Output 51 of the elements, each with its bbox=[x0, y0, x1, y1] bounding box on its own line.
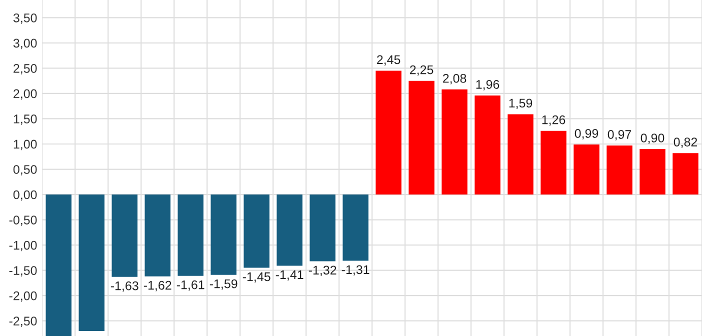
data-label: -1,31 bbox=[342, 265, 370, 276]
y-tick-label: 0,50 bbox=[13, 165, 37, 176]
bar bbox=[342, 194, 368, 261]
bar bbox=[376, 70, 402, 195]
data-label: -1,41 bbox=[276, 270, 304, 281]
data-label: -1,63 bbox=[110, 281, 138, 292]
bar bbox=[46, 194, 72, 336]
bar bbox=[672, 153, 698, 195]
data-label: -1,45 bbox=[242, 272, 270, 283]
data-label: 0,82 bbox=[674, 138, 698, 148]
y-tick-label: -0,50 bbox=[9, 216, 37, 226]
data-label: 0,90 bbox=[640, 134, 664, 144]
bar bbox=[78, 194, 104, 331]
bar bbox=[508, 114, 534, 195]
bar bbox=[310, 194, 336, 262]
bar bbox=[276, 194, 302, 266]
bar bbox=[408, 80, 434, 195]
y-tick-label: 3,50 bbox=[13, 13, 37, 24]
data-label: 2,45 bbox=[377, 55, 400, 66]
bar bbox=[540, 130, 566, 195]
y-tick-label: 2,00 bbox=[14, 89, 37, 100]
y-tick-label: 1,50 bbox=[14, 114, 37, 125]
y-tick-label: -1,00 bbox=[9, 240, 37, 252]
bar bbox=[178, 194, 204, 276]
bar bbox=[210, 194, 236, 275]
data-label: 1,59 bbox=[509, 98, 532, 110]
bar bbox=[474, 95, 500, 195]
y-tick-label: 2,50 bbox=[14, 64, 37, 74]
y-tick-label: -1,50 bbox=[9, 266, 37, 276]
bar bbox=[640, 149, 666, 195]
data-label: 2,08 bbox=[443, 74, 466, 84]
y-tick-label: 3,00 bbox=[13, 38, 37, 50]
bar bbox=[606, 146, 632, 195]
bar bbox=[574, 144, 600, 195]
data-label: 1,96 bbox=[476, 80, 500, 90]
y-tick-label: -2,50 bbox=[9, 316, 37, 327]
bar bbox=[442, 89, 468, 195]
data-label: -1,62 bbox=[144, 280, 172, 292]
bar bbox=[112, 194, 138, 277]
data-label: -1,59 bbox=[210, 279, 238, 290]
data-label: -1,32 bbox=[308, 266, 336, 276]
data-label: 0,99 bbox=[574, 129, 598, 140]
y-tick-label: 1,00 bbox=[14, 140, 37, 150]
data-label: -1,61 bbox=[176, 280, 204, 291]
data-label: 1,26 bbox=[542, 115, 566, 126]
bar bbox=[144, 194, 170, 276]
bar bbox=[244, 194, 270, 268]
y-tick-label: 0,00 bbox=[13, 190, 37, 201]
data-label: 0,97 bbox=[608, 130, 632, 140]
y-tick-label: -2,00 bbox=[9, 291, 37, 302]
data-label: 2,25 bbox=[410, 65, 434, 76]
